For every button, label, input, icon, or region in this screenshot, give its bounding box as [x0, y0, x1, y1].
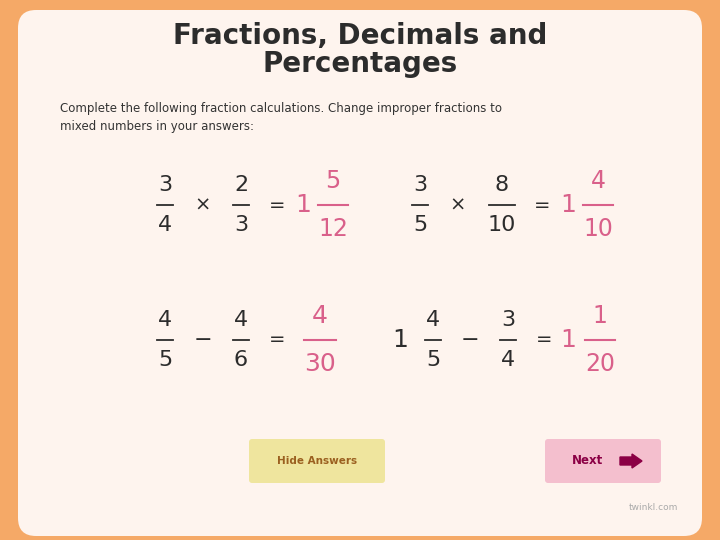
Text: 10: 10 — [583, 217, 613, 241]
Text: 3: 3 — [234, 215, 248, 235]
Text: 3: 3 — [413, 175, 427, 195]
Text: Fractions, Decimals and: Fractions, Decimals and — [173, 22, 547, 50]
Text: 5: 5 — [158, 350, 172, 370]
Text: =: = — [269, 195, 285, 214]
Text: ×: × — [195, 195, 211, 214]
Text: 4: 4 — [158, 215, 172, 235]
Text: 12: 12 — [318, 217, 348, 241]
Text: 1: 1 — [560, 328, 576, 352]
Text: 3: 3 — [158, 175, 172, 195]
Text: 8: 8 — [495, 175, 509, 195]
FancyBboxPatch shape — [249, 439, 385, 483]
Text: −: − — [194, 330, 212, 350]
Text: 4: 4 — [312, 304, 328, 328]
Text: 5: 5 — [325, 169, 341, 193]
Text: 10: 10 — [488, 215, 516, 235]
Text: 4: 4 — [590, 169, 606, 193]
FancyArrow shape — [620, 454, 642, 468]
Text: 30: 30 — [304, 352, 336, 376]
Text: 2: 2 — [234, 175, 248, 195]
Text: 1: 1 — [560, 193, 576, 217]
Text: =: = — [534, 195, 550, 214]
Text: twinkl.com: twinkl.com — [629, 503, 678, 512]
Text: 1: 1 — [392, 328, 408, 352]
Text: 4: 4 — [426, 310, 440, 330]
Text: =: = — [536, 330, 552, 349]
Text: 1: 1 — [593, 304, 608, 328]
Text: =: = — [269, 330, 285, 349]
Text: Complete the following fraction calculations. Change improper fractions to
mixed: Complete the following fraction calculat… — [60, 102, 502, 133]
Text: 6: 6 — [234, 350, 248, 370]
Text: 3: 3 — [501, 310, 515, 330]
Text: Next: Next — [572, 455, 603, 468]
Text: Hide Answers: Hide Answers — [277, 456, 357, 466]
Text: Percentages: Percentages — [262, 50, 458, 78]
Text: 20: 20 — [585, 352, 615, 376]
Text: ×: × — [450, 195, 466, 214]
FancyBboxPatch shape — [545, 439, 661, 483]
Text: 1: 1 — [295, 193, 311, 217]
Text: −: − — [461, 330, 480, 350]
Text: 4: 4 — [501, 350, 515, 370]
Text: 4: 4 — [234, 310, 248, 330]
Text: 5: 5 — [426, 350, 440, 370]
Text: 5: 5 — [413, 215, 427, 235]
Text: 4: 4 — [158, 310, 172, 330]
FancyBboxPatch shape — [18, 10, 702, 536]
